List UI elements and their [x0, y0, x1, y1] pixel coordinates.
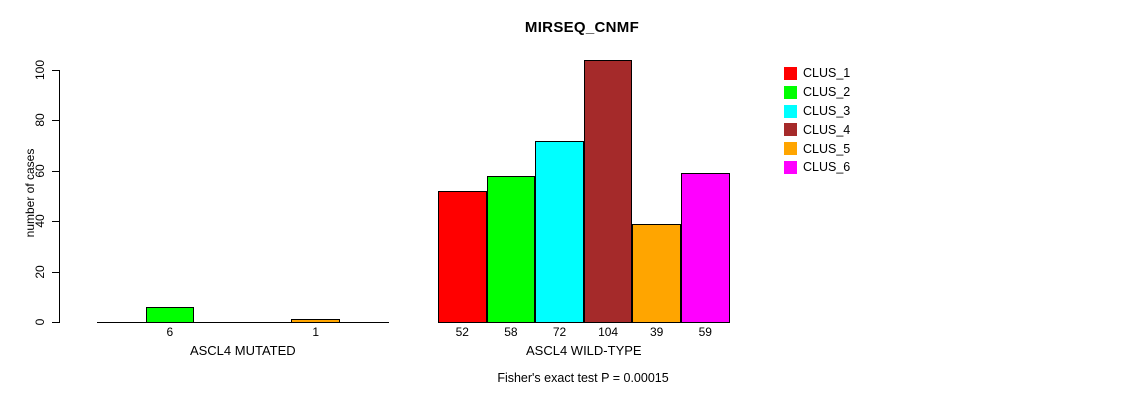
bar-value-label: 59 — [698, 324, 712, 339]
legend-swatch-clus-1 — [784, 66, 797, 80]
chart-title: MIRSEQ_CNMF — [524, 19, 640, 36]
legend-label: CLUS_1 — [803, 66, 851, 81]
bar-clus-1 — [438, 190, 487, 323]
bar-value-label: 6 — [166, 324, 174, 339]
legend-swatch-clus-3 — [784, 104, 797, 118]
y-tick-label: 0 — [33, 318, 47, 326]
bar-clus-4 — [583, 59, 633, 323]
x-axis-baseline — [97, 322, 389, 323]
bar-value-label: 72 — [552, 324, 567, 339]
legend-label: CLUS_6 — [803, 160, 851, 175]
legend-label: CLUS_4 — [803, 122, 851, 137]
legend-swatch-clus-5 — [784, 142, 797, 156]
y-tick-label: 80 — [33, 113, 47, 128]
bar-clus-6 — [681, 173, 730, 323]
bar-value-label: 1 — [312, 324, 320, 339]
y-tick — [52, 322, 59, 323]
bar-clus-2 — [486, 175, 536, 323]
bar-clus-2 — [145, 306, 195, 323]
y-tick-label: 60 — [33, 164, 47, 178]
fisher-test-annotation: Fisher's exact test P = 0.00015 — [497, 371, 669, 385]
bar-clus-5 — [291, 319, 340, 323]
bar-clus-5 — [632, 223, 681, 323]
legend-swatch-clus-2 — [784, 85, 797, 99]
bar-clus-3 — [535, 140, 584, 323]
group-label: ASCL4 MUTATED — [189, 343, 296, 358]
legend-label: CLUS_5 — [803, 141, 851, 156]
bar-value-label: 52 — [455, 324, 469, 339]
y-tick-label: 20 — [33, 264, 47, 279]
y-tick — [52, 170, 59, 172]
y-tick — [52, 221, 59, 223]
y-tick — [52, 70, 59, 71]
legend-label: CLUS_3 — [803, 104, 851, 118]
legend-swatch-clus-6 — [784, 160, 797, 174]
bar-value-label: 39 — [650, 324, 664, 339]
legend-swatch-clus-4 — [784, 123, 797, 137]
group-label: ASCL4 WILD-TYPE — [526, 343, 642, 358]
bar-value-label: 104 — [598, 324, 619, 339]
y-tick-label: 40 — [33, 214, 47, 228]
y-tick — [52, 120, 59, 122]
y-tick — [52, 271, 59, 273]
y-tick-label: 100 — [33, 59, 47, 81]
legend-label: CLUS_2 — [803, 85, 851, 100]
bar-value-label: 58 — [504, 324, 518, 339]
y-axis-line — [59, 70, 60, 323]
